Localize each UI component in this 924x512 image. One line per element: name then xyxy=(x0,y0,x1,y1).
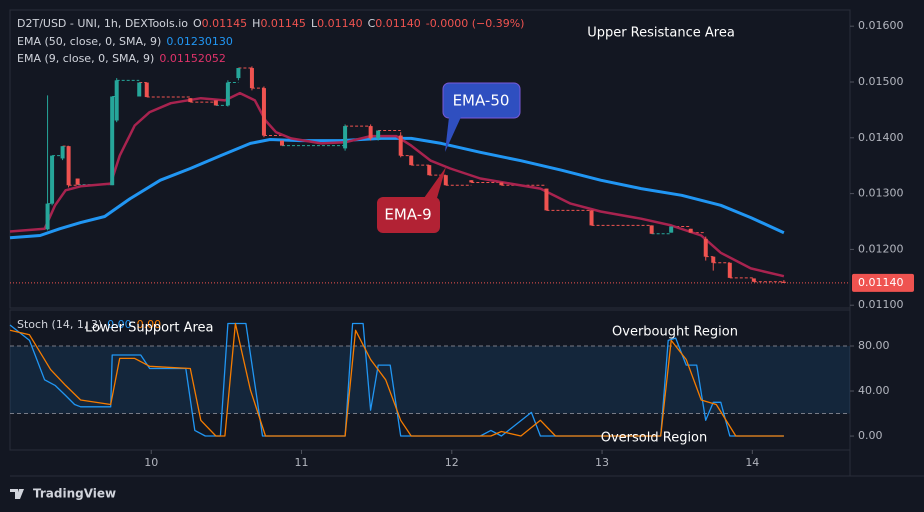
candle-body xyxy=(711,256,716,263)
candle-body xyxy=(75,178,80,185)
annotation: Overbought Region xyxy=(612,325,738,340)
candle-body xyxy=(236,68,241,79)
candle-body xyxy=(368,126,373,139)
ohlc-key: O xyxy=(193,17,202,30)
y-tick-label: 0.01200 xyxy=(858,242,904,255)
y-tick-label: 0.01600 xyxy=(858,19,904,32)
legend-entry: EMA (50, close, 0, SMA, 9) 0.01230130 xyxy=(17,35,233,48)
candle-body xyxy=(114,80,119,121)
y-tick-label: 0.01400 xyxy=(858,131,904,144)
brand-logo xyxy=(10,489,24,499)
y-tick-label: 80.00 xyxy=(858,339,890,352)
candle-body xyxy=(144,82,149,98)
legend-value: 0.01152052 xyxy=(159,52,225,65)
chart-header: D2T/USD - UNI, 1h, DEXTools.io O0.01145 H0… xyxy=(17,17,524,30)
y-tick-label: 0.01500 xyxy=(858,75,904,88)
candle-body xyxy=(50,155,55,204)
callout-pointer xyxy=(445,117,461,152)
x-tick-label: 13 xyxy=(595,456,609,469)
ohlc-value: 0.01145 xyxy=(202,17,248,30)
last-price-box xyxy=(852,273,914,292)
ohlc-key: L xyxy=(311,17,318,30)
legend-value: 0.00 xyxy=(107,318,132,331)
indicator-line xyxy=(9,91,785,278)
candle-body xyxy=(279,140,284,146)
indicator-line xyxy=(9,322,784,437)
plot-layer: 0.01100 0.01200 0.01300 0.01400 0.01500 0.016… xyxy=(9,19,914,469)
band-fill xyxy=(10,346,850,414)
candle-body xyxy=(589,210,594,226)
ohlc-value: 0.01145 xyxy=(260,17,306,30)
candle-body xyxy=(343,126,348,149)
x-tick-label: 14 xyxy=(745,456,759,469)
candle-body xyxy=(669,226,674,233)
candle-body xyxy=(225,82,230,106)
indicator-line xyxy=(9,322,784,437)
ohlc-value: 0.01140 xyxy=(317,17,363,30)
annotation: Lower Support Area xyxy=(85,321,214,336)
legend-name: EMA (50, close, 0, SMA, 9) xyxy=(17,35,161,48)
candle-body xyxy=(781,281,786,283)
candle-body xyxy=(443,175,448,186)
change: -0.0000 (−0.39%) xyxy=(426,17,525,30)
x-tick-label: 11 xyxy=(295,456,309,469)
candle-body xyxy=(499,182,504,186)
callout-box xyxy=(442,82,521,119)
legend-name: Stoch (14, 1, 3) xyxy=(17,318,102,331)
ohlc-value: 0.01140 xyxy=(375,17,421,30)
candle-body xyxy=(137,82,142,97)
candle-body xyxy=(249,68,254,89)
legend-entry: EMA (9, close, 0, SMA, 9) 0.01152052 xyxy=(17,52,226,65)
candle-body xyxy=(469,180,474,183)
candle-body xyxy=(261,88,266,136)
brand: TradingView xyxy=(10,487,116,501)
candle-body xyxy=(188,98,193,103)
last-price-label: 0.01140 xyxy=(858,276,904,289)
annotation: Upper Resistance Area xyxy=(587,26,735,41)
y-tick-label: 0.00 xyxy=(858,429,883,442)
indicator-line xyxy=(9,136,785,240)
legend-value: 0.00 xyxy=(137,318,162,331)
brand-name: TradingView xyxy=(33,487,116,501)
candle-body xyxy=(649,225,654,234)
candle-body xyxy=(409,155,414,166)
callout-pointer xyxy=(424,167,446,198)
candle-body xyxy=(60,146,65,159)
candle-body xyxy=(727,262,732,278)
stoch-legend: Stoch (14, 1, 3) 0.00 0.00 xyxy=(17,318,161,331)
callout-label: EMA-50 xyxy=(453,92,510,110)
x-tick-label: 12 xyxy=(445,456,459,469)
candle-body xyxy=(45,203,50,230)
candle-body xyxy=(703,238,708,257)
candle-body xyxy=(398,135,403,156)
symbol: D2T/USD - UNI, 1h, DEXTools.io xyxy=(17,17,188,30)
ohlc-key: C xyxy=(368,17,376,30)
y-tick-label: 0.01300 xyxy=(858,187,904,200)
annotation: Oversold Region xyxy=(601,431,708,446)
y-tick-label: 40.00 xyxy=(858,384,890,397)
ohlc-key: H xyxy=(252,17,260,30)
candle-body xyxy=(751,278,756,282)
y-tick-label: 0.01100 xyxy=(858,298,904,311)
legend-name: EMA (9, close, 0, SMA, 9) xyxy=(17,52,154,65)
callout-label: EMA-9 xyxy=(384,206,431,224)
candle-body xyxy=(376,130,381,139)
candle-body xyxy=(213,100,218,106)
x-tick-label: 10 xyxy=(144,456,158,469)
legend-value: 0.01230130 xyxy=(166,35,232,48)
candle-body xyxy=(66,146,71,186)
candle-body xyxy=(110,96,115,186)
candle-body xyxy=(688,228,693,233)
callout-box xyxy=(377,197,440,233)
candle-body xyxy=(544,188,549,211)
candle-body xyxy=(427,165,432,176)
